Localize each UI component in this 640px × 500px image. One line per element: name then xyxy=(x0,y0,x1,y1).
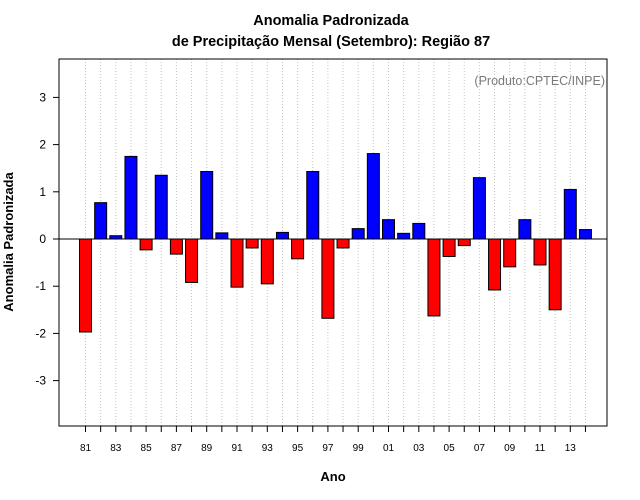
bar-96 xyxy=(306,171,320,240)
y-tick-label: 2 xyxy=(39,138,46,152)
bar-98 xyxy=(336,238,350,249)
bar-10 xyxy=(518,219,532,240)
x-tick-label: 03 xyxy=(413,443,425,454)
bar-01 xyxy=(382,219,395,240)
chart-title-line1: Anomalia Padronizada xyxy=(253,13,409,29)
bar-93 xyxy=(260,238,274,285)
bar-08 xyxy=(488,238,502,291)
x-tick-label: 97 xyxy=(322,443,334,454)
y-tick-label: -3 xyxy=(35,374,46,388)
x-tick-label: 07 xyxy=(474,443,486,454)
bar-87 xyxy=(169,238,183,255)
bar-99 xyxy=(351,228,365,240)
x-tick-label: 01 xyxy=(383,443,395,454)
bar-13 xyxy=(563,188,577,240)
y-tick-label: 1 xyxy=(39,185,46,199)
bar-12 xyxy=(548,238,562,311)
x-tick-label: 11 xyxy=(535,443,546,454)
x-tick-label: 83 xyxy=(110,443,122,454)
bar-07 xyxy=(472,177,486,240)
bar-94 xyxy=(275,231,289,240)
x-tick-label: 85 xyxy=(141,443,153,454)
bar-11 xyxy=(533,238,547,266)
bar-09 xyxy=(503,238,517,268)
plot-frame xyxy=(58,58,608,427)
bar-06 xyxy=(457,238,471,247)
x-axis: 81 83 85 87 89 91 93 95 97 99 01 03 05 07 09 11 13 xyxy=(80,426,586,454)
bar-89 xyxy=(200,171,214,240)
bar-81 xyxy=(79,238,92,333)
bar-03 xyxy=(412,222,426,240)
y-tick-label: -1 xyxy=(35,279,46,293)
x-tick-label: 99 xyxy=(353,443,365,454)
x-tick-label: 13 xyxy=(565,443,577,454)
bar-84 xyxy=(124,155,138,240)
x-tick-label: 87 xyxy=(171,443,183,454)
x-tick-label: 81 xyxy=(80,443,92,454)
credit-annotation: (Produto:CPTEC/INPE) xyxy=(474,74,605,88)
x-tick-label: 89 xyxy=(201,443,213,454)
bar-91 xyxy=(230,238,244,288)
bar-02 xyxy=(397,232,411,240)
x-tick-label: 09 xyxy=(504,443,516,454)
bar-86 xyxy=(154,174,168,240)
bar-95 xyxy=(291,238,305,260)
bar-97 xyxy=(321,238,335,319)
bar-04 xyxy=(427,238,441,317)
x-tick-label: 95 xyxy=(292,443,304,454)
y-axis: -3 -2 -1 0 1 2 3 xyxy=(35,90,59,388)
y-tick-label: 0 xyxy=(39,232,46,246)
bar-90 xyxy=(215,232,229,240)
bar-14 xyxy=(578,229,592,240)
bar-00 xyxy=(366,153,380,240)
x-tick-label: 91 xyxy=(231,443,243,454)
bar-88 xyxy=(185,238,199,283)
bar-05 xyxy=(442,238,456,257)
bar-82 xyxy=(94,202,108,240)
y-tick-label: 3 xyxy=(39,90,46,104)
bar-85 xyxy=(139,238,153,251)
bars xyxy=(79,153,592,333)
x-tick-label: 93 xyxy=(262,443,274,454)
x-axis-label: Ano xyxy=(320,469,345,484)
y-tick-label: -2 xyxy=(35,326,46,340)
chart-title-line2: de Precipitação Mensal (Setembro): Regiã… xyxy=(172,34,490,50)
x-tick-label: 05 xyxy=(444,443,456,454)
y-axis-label: Anomalia Padronizada xyxy=(1,172,16,312)
bar-92 xyxy=(245,238,259,249)
